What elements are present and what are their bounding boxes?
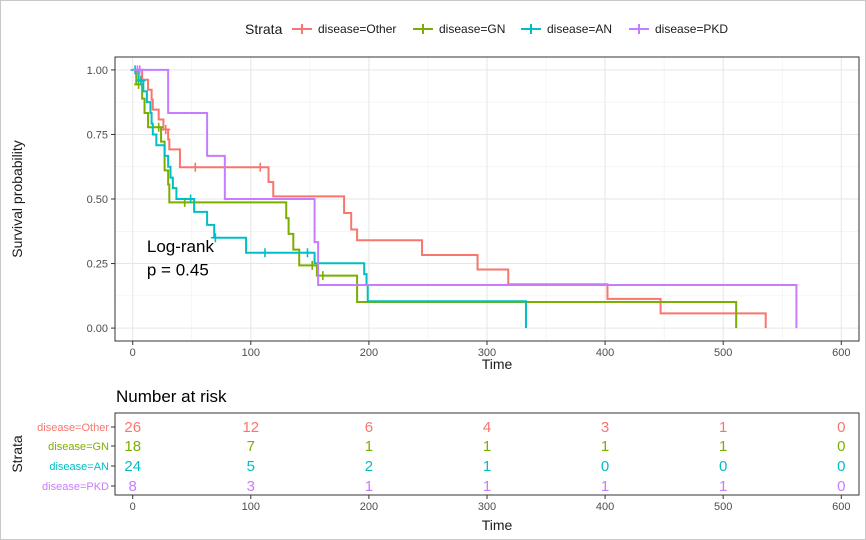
- risk-table-title: Number at risk: [116, 387, 227, 406]
- risk-count-other: 4: [483, 419, 491, 436]
- censor-mark-gn: [318, 271, 328, 281]
- risk-x-tick-label: 600: [832, 501, 850, 513]
- x-tick-label: 100: [242, 347, 260, 359]
- risk-count-pkd: 1: [483, 478, 491, 495]
- risk-count-gn: 1: [483, 438, 491, 455]
- censor-mark-gn: [154, 122, 164, 132]
- x-tick-label: 200: [360, 347, 378, 359]
- censor-mark-an: [186, 194, 196, 204]
- risk-count-gn: 1: [365, 438, 373, 455]
- risk-count-an: 24: [124, 458, 141, 475]
- censor-mark-other: [190, 162, 200, 172]
- censor-mark-an: [302, 248, 312, 258]
- risk-count-other: 6: [365, 419, 373, 436]
- risk-count-pkd: 1: [601, 478, 609, 495]
- risk-row-label-pkd: disease=PKD: [42, 481, 109, 493]
- risk-x-axis-title: Time: [482, 517, 513, 533]
- x-axis-title: Time: [482, 356, 513, 372]
- risk-row-label-gn: disease=GN: [48, 441, 109, 453]
- risk-count-other: 3: [601, 419, 609, 436]
- censor-mark-other: [255, 162, 265, 172]
- x-tick-label: 300: [478, 347, 496, 359]
- km-curve-gn: [132, 68, 738, 329]
- risk-x-tick-label: 200: [360, 501, 378, 513]
- risk-count-gn: 7: [247, 438, 255, 455]
- risk-count-gn: 1: [719, 438, 727, 455]
- y-axis-title: Survival probability: [9, 140, 25, 258]
- risk-x-tick-label: 500: [714, 501, 732, 513]
- legend-title: Strata: [245, 21, 283, 37]
- risk-count-an: 0: [837, 458, 845, 475]
- risk-x-tick-label: 100: [242, 501, 260, 513]
- censor-mark-an: [136, 76, 146, 86]
- risk-y-axis-title: Strata: [9, 435, 25, 473]
- risk-x-tick-label: 300: [478, 501, 496, 513]
- risk-count-an: 1: [483, 458, 491, 475]
- censor-mark-an: [210, 233, 220, 243]
- censor-mark-pkd: [135, 65, 145, 75]
- risk-count-an: 0: [601, 458, 609, 475]
- legend: Strata disease=Other disease=GN disease=AN d…: [245, 21, 728, 37]
- pvalue-label: p = 0.45: [147, 260, 209, 279]
- risk-count-other: 26: [124, 419, 141, 436]
- risk-count-pkd: 1: [719, 478, 727, 495]
- risk-x-tick-label: 400: [596, 501, 614, 513]
- legend-label-an: disease=AN: [547, 22, 612, 36]
- x-tick-label: 0: [130, 347, 136, 359]
- risk-count-gn: 18: [124, 438, 141, 455]
- legend-label-gn: disease=GN: [439, 22, 505, 36]
- logrank-label: Log-rank: [147, 237, 215, 256]
- km-curve-other: [132, 68, 767, 329]
- y-tick-label: 0.50: [87, 194, 108, 206]
- km-curve-an: [132, 68, 527, 329]
- risk-count-pkd: 0: [837, 478, 845, 495]
- risk-count-an: 0: [719, 458, 727, 475]
- risk-count-an: 5: [247, 458, 255, 475]
- risk-count-other: 0: [837, 419, 845, 436]
- survival-panel: 0 100 200 300 400 500 600 0.00 0.25 0.50 0.75 1.00 T…: [9, 56, 860, 372]
- risk-count-pkd: 3: [247, 478, 255, 495]
- risk-x-tick-label: 0: [130, 501, 136, 513]
- x-tick-label: 600: [832, 347, 850, 359]
- risk-count-other: 12: [242, 419, 259, 436]
- x-tick-label: 500: [714, 347, 732, 359]
- risk-count-pkd: 8: [129, 478, 137, 495]
- censor-mark-an: [260, 248, 270, 258]
- risk-count-gn: 1: [601, 438, 609, 455]
- risk-row-label-an: disease=AN: [49, 461, 109, 473]
- risk-count-an: 2: [365, 458, 373, 475]
- risk-count-pkd: 1: [365, 478, 373, 495]
- censor-mark-other: [161, 125, 171, 135]
- legend-label-pkd: disease=PKD: [655, 22, 728, 36]
- y-tick-label: 0.00: [87, 323, 108, 335]
- x-tick-label: 400: [596, 347, 614, 359]
- risk-row-label-other: disease=Other: [37, 422, 109, 434]
- risk-count-gn: 0: [837, 438, 845, 455]
- censor-mark-gn: [307, 260, 317, 270]
- legend-label-other: disease=Other: [318, 22, 396, 36]
- km-curve-pkd: [132, 68, 798, 329]
- y-tick-label: 1.00: [87, 65, 108, 77]
- y-tick-label: 0.75: [87, 129, 108, 141]
- risk-count-other: 1: [719, 419, 727, 436]
- y-tick-label: 0.25: [87, 259, 108, 271]
